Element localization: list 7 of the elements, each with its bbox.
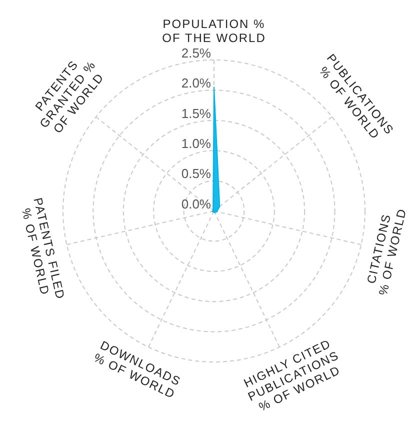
y-tick-label: 1.0% (181, 136, 212, 151)
y-tick-label: 2.0% (181, 76, 212, 91)
y-tick-label: 0.5% (181, 166, 212, 182)
y-tick-label: 1.5% (181, 106, 212, 121)
y-tick-label: 0.0% (181, 196, 212, 212)
y-tick-label: 2.5% (181, 45, 212, 60)
spoke-label: POPULATION % OF THE WORLD (162, 16, 266, 45)
